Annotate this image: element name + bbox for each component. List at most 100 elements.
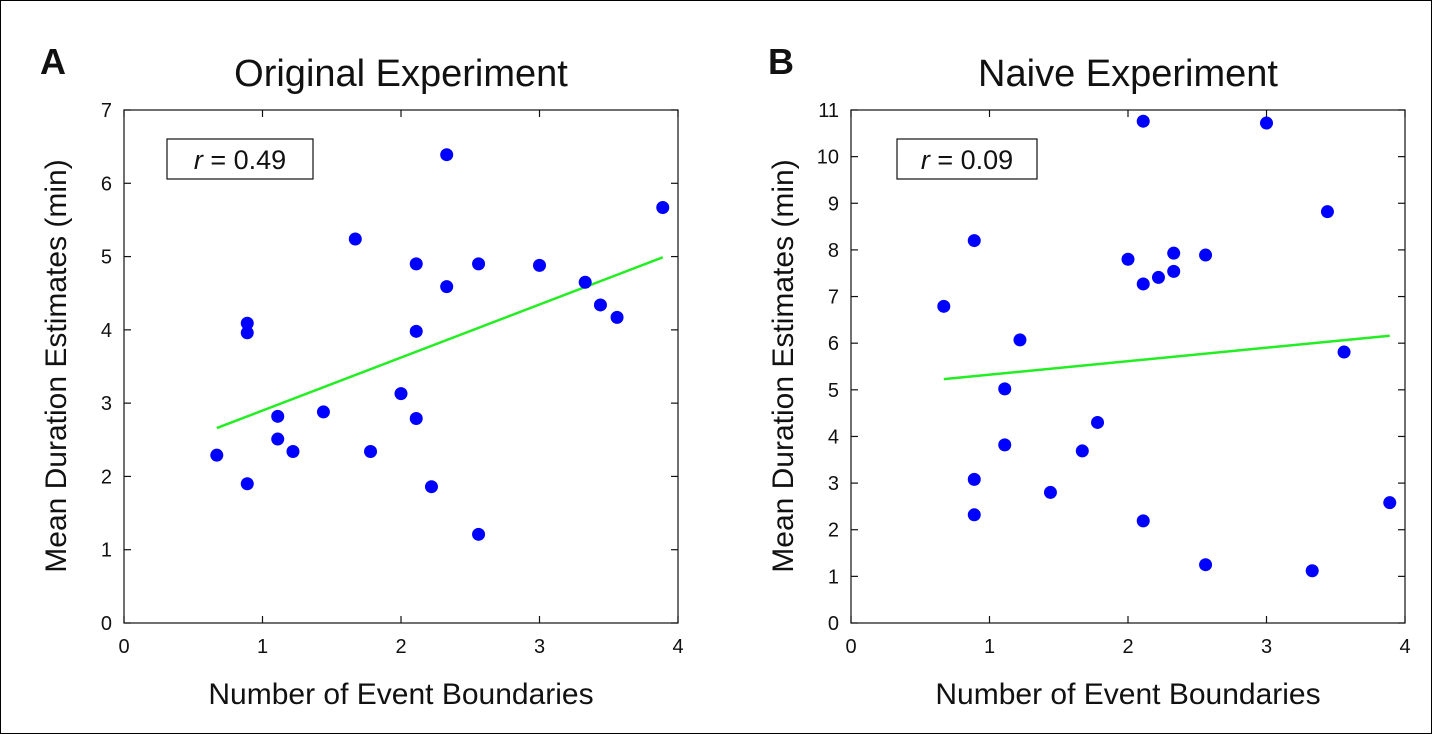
panel-b-xtick-label: 4 [1399, 636, 1410, 658]
panel-b-data-point [1091, 415, 1105, 429]
panel-b-ytick-label: 8 [828, 240, 839, 262]
panel-b-ytick-label: 10 [817, 147, 839, 169]
panel-a-r-label: r = 0.49 [194, 145, 286, 175]
panel-b-data-point [1199, 558, 1213, 572]
panel-b-fit-line [943, 334, 1390, 381]
panel-b-ylabel: Mean Duration Estimates (min) [767, 159, 800, 572]
panel-a-ylabel: Mean Duration Estimates (min) [40, 159, 73, 572]
panel-b-data-point [1337, 345, 1351, 359]
panel-a-data-point [286, 445, 300, 459]
panel-b-ytick-label: 1 [828, 566, 839, 588]
panel-a-data-point [409, 324, 423, 338]
panel-a-xtick-label: 2 [395, 636, 406, 658]
panel-b: B Naive Experiment Number of Event Bound… [767, 41, 1411, 711]
panel-b-data-point [1199, 248, 1213, 262]
panel-a-data-point [440, 148, 454, 162]
panel-a-data-point [394, 387, 408, 401]
panel-a-r-symbol: r [194, 145, 204, 175]
panel-b-letter: B [768, 41, 794, 82]
panel-a-ytick-label: 6 [101, 173, 112, 195]
panel-a: A Original Experiment Number of Event Bo… [40, 41, 684, 711]
panel-b-data-point [1136, 514, 1150, 528]
panel-a-data-point [610, 310, 624, 324]
panel-a-data-point [210, 448, 224, 462]
panel-b-data-point [967, 508, 981, 522]
panel-b-xtick-label: 0 [845, 636, 856, 658]
panel-a-data-point [578, 275, 592, 289]
panel-a-data-point [348, 232, 362, 246]
panel-b-data-point [1013, 333, 1027, 347]
panel-a-data-point [472, 257, 486, 271]
panel-a-data-point [271, 432, 285, 446]
panel-a-ytick-label: 1 [101, 540, 112, 562]
panel-b-xtick-label: 2 [1122, 636, 1133, 658]
panel-b-data-point [1075, 444, 1089, 458]
panel-b-ytick-label: 5 [828, 380, 839, 402]
panel-b-ytick-label: 0 [828, 613, 839, 635]
panel-a-xtick-label: 0 [118, 636, 129, 658]
panel-b-data-point [1136, 277, 1150, 291]
panel-b-axes-box [850, 109, 1406, 624]
panel-b-title: Naive Experiment [978, 53, 1278, 95]
panel-a-data-point [240, 477, 254, 491]
panel-b-r-symbol: r [921, 145, 931, 175]
panel-b-ytick-label: 7 [828, 287, 839, 309]
panel-b-data-point [1121, 252, 1135, 266]
panel-a-r-box [166, 138, 314, 180]
panel-b-data-point [967, 234, 981, 248]
panel-a-data-point [593, 298, 607, 312]
panel-b-ytick-label: 2 [828, 520, 839, 542]
panel-a-ytick-label: 7 [101, 100, 112, 122]
panel-a-axes-box [123, 109, 679, 624]
panel-b-data-point [1320, 205, 1334, 219]
panel-b-r-label: r = 0.09 [921, 145, 1013, 175]
panel-b-data-point [1043, 485, 1057, 499]
panel-b-data-point [998, 382, 1012, 396]
panel-b-r-annotation: r = 0.09 [896, 138, 1038, 180]
panel-b-data-point [1167, 246, 1181, 260]
panel-a-data-point [656, 200, 670, 214]
panel-b-data-point [998, 438, 1012, 452]
panel-a-xlabel: Number of Event Boundaries [208, 678, 593, 711]
panel-b-data-point [1151, 270, 1165, 284]
panel-a-data-point [409, 257, 423, 271]
panel-a-ytick-label: 5 [101, 247, 112, 269]
panel-b-xtick-label: 3 [1261, 636, 1272, 658]
panel-b-ytick-label: 6 [828, 333, 839, 355]
panel-a-data-point [364, 445, 378, 459]
panel-b-data-point [1167, 264, 1181, 278]
panel-a-data-point [271, 409, 285, 423]
panel-a-xtick-label: 4 [672, 636, 683, 658]
panel-a-r-annotation: r = 0.49 [166, 138, 314, 180]
panel-a-data-point [316, 405, 330, 419]
panel-b-data-point [1383, 496, 1397, 510]
panel-a-data-point [472, 527, 486, 541]
panel-a-data-point [533, 258, 546, 272]
panel-b-data-point [1136, 114, 1150, 128]
panel-a-ytick-label: 3 [101, 393, 112, 415]
panel-a-ytick-label: 4 [101, 320, 112, 342]
panel-a-data-point [424, 480, 438, 494]
panel-a-data-point [440, 280, 454, 294]
panel-a-ytick-label: 0 [101, 613, 112, 635]
panel-b-ytick-label: 11 [818, 100, 839, 122]
panel-b-r-box [896, 138, 1038, 180]
panel-b-data-point [1305, 564, 1319, 578]
panel-b-ytick-label: 9 [828, 193, 839, 215]
panel-a-data-point [409, 412, 423, 426]
panel-a-xtick-label: 3 [534, 636, 545, 658]
panel-b-ytick-label: 3 [828, 473, 839, 495]
panel-b-xlabel: Number of Event Boundaries [935, 678, 1320, 711]
panel-b-data-point [967, 472, 981, 486]
panel-b-r-value: = 0.09 [937, 145, 1013, 175]
panel-b-xtick-label: 1 [984, 636, 995, 658]
panel-a-title: Original Experiment [234, 53, 568, 95]
panel-b-data-point [937, 299, 951, 313]
panel-a-xtick-label: 1 [257, 636, 268, 658]
panel-a-letter: A [40, 41, 66, 82]
panel-a-r-value: = 0.49 [210, 145, 286, 175]
panel-a-fit-line [216, 256, 664, 430]
panel-b-data-point [1260, 116, 1273, 130]
